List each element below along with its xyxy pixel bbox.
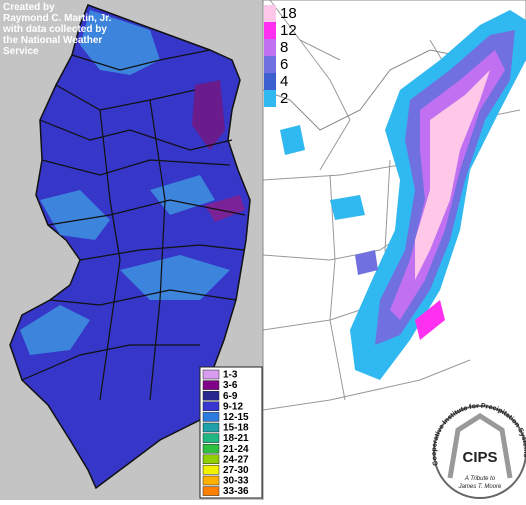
legend-label: 9-12 <box>223 401 243 412</box>
credit-line: with data collected by <box>2 24 107 35</box>
credit: Created by Raymond C. Martin, Jr. with d… <box>2 2 112 57</box>
legend-label: 21-24 <box>223 444 249 455</box>
nj-legend: 1-33-66-99-1212-1515-1818-2121-2424-2727… <box>202 369 249 497</box>
legend-label: 15-18 <box>223 423 249 434</box>
legend-label: 12 <box>280 22 297 39</box>
logo-tribute: A Tribute to <box>464 476 496 482</box>
legend-swatch <box>202 443 220 454</box>
light-region <box>40 190 110 240</box>
legend-label: 30-33 <box>223 476 249 487</box>
legend-label: 2 <box>280 90 288 107</box>
legend-swatch <box>264 5 276 22</box>
legend-label: 8 <box>280 39 288 56</box>
credit-line: Service <box>3 46 39 57</box>
county-lines <box>21 49 246 401</box>
snow-band <box>415 300 445 340</box>
legend-swatch <box>264 73 276 90</box>
legend-label: 24-27 <box>223 454 249 465</box>
legend-swatch <box>202 412 220 422</box>
legend-swatch <box>202 390 220 401</box>
snow-patch <box>280 125 305 155</box>
legend-label: 18-21 <box>223 433 249 444</box>
legend-swatch <box>202 454 220 465</box>
legend-swatch <box>202 433 220 443</box>
credit-line: Raymond C. Martin, Jr. <box>3 13 112 24</box>
snow-patch <box>330 195 365 220</box>
legend-swatch <box>264 90 276 107</box>
legend-swatch <box>264 56 276 73</box>
credit-line: the National Weather <box>3 35 102 46</box>
purple-region <box>205 195 245 222</box>
legend-swatch <box>202 475 220 486</box>
light-region <box>120 255 230 300</box>
logo-tribute: James T. Moore <box>458 484 502 490</box>
legend-swatch <box>202 380 220 390</box>
nj-shape <box>9 4 251 490</box>
legend-swatch <box>264 39 276 56</box>
legend-label: 27-30 <box>223 465 249 476</box>
legend-swatch <box>202 369 220 380</box>
purple-region <box>192 80 225 150</box>
credit-line: Created by <box>3 2 55 13</box>
logo-title: CIPS <box>462 449 497 466</box>
light-region <box>20 305 90 355</box>
snow-patch <box>355 250 378 275</box>
legend-label: 18 <box>280 5 297 22</box>
light-region <box>80 10 160 75</box>
legend-swatch <box>202 422 220 433</box>
legend-label: 4 <box>280 73 288 90</box>
legend-swatch <box>202 465 220 475</box>
legend-swatch <box>202 401 220 412</box>
legend-label: 12-15 <box>223 412 249 423</box>
snow-band <box>415 70 490 280</box>
coastline <box>262 0 526 131</box>
legend-label: 6 <box>280 56 288 73</box>
light-region <box>150 175 215 215</box>
legend-label: 3-6 <box>223 380 238 391</box>
legend-swatch <box>202 486 220 496</box>
legend-swatch <box>264 22 276 39</box>
legend-label: 33-36 <box>223 486 249 497</box>
legend-label: 6-9 <box>223 391 238 402</box>
logo-arch <box>447 413 513 479</box>
legend-label: 1-3 <box>223 370 238 381</box>
nj-map: Created by Raymond C. Martin, Jr. with d… <box>0 0 263 500</box>
